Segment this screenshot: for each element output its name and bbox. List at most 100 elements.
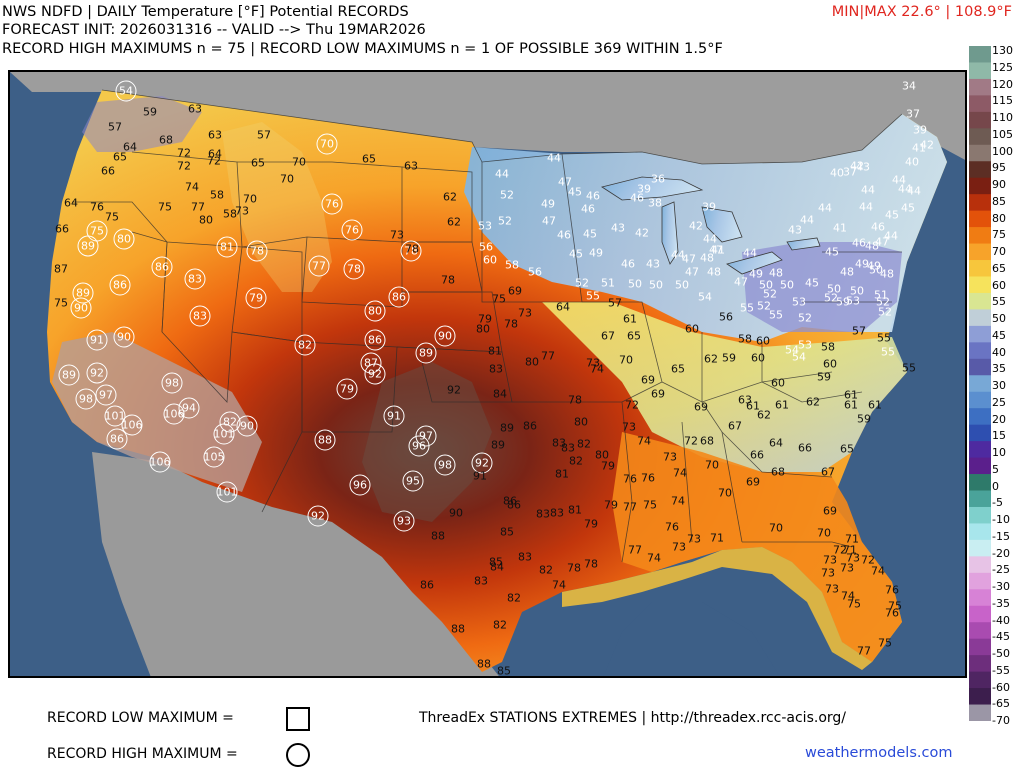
station-value: 39 (913, 124, 927, 137)
record-high-circle (415, 425, 437, 447)
color-scale-label: 10 (992, 446, 1006, 459)
record-high-circle (104, 405, 126, 427)
station-value: 74 (673, 467, 687, 480)
record-high-value: 89 (419, 347, 433, 360)
record-high-circle (58, 364, 80, 386)
station-value: 75 (158, 201, 172, 214)
color-scale-label: -45 (992, 630, 1010, 644)
color-scale-label: -65 (992, 697, 1010, 711)
station-value: 80 (595, 449, 609, 462)
record-high-circle (77, 235, 99, 257)
station-value: 52 (763, 288, 777, 301)
station-value: 74 (185, 181, 199, 194)
station-value: 81 (488, 345, 502, 358)
station-value: 91 (473, 470, 487, 483)
record-high-value: 87 (364, 357, 378, 370)
station-value: 88 (431, 530, 445, 543)
station-value: 63 (208, 129, 222, 142)
color-scale-label: 115 (992, 94, 1013, 108)
color-scale-swatch (969, 638, 991, 656)
record-high-circle (321, 193, 343, 215)
color-scale-label: -40 (992, 613, 1010, 627)
state-boundaries (72, 89, 903, 563)
border-line (512, 371, 833, 403)
station-value: 64 (556, 301, 570, 314)
record-high-value: 92 (475, 457, 489, 470)
min-max-readout: MIN|MAX 22.6° | 108.9°F (831, 4, 1012, 20)
color-scale-label: -35 (992, 596, 1010, 610)
gulf-bay (603, 602, 780, 676)
station-value: 89 (500, 422, 514, 435)
station-value: 75 (105, 211, 119, 224)
station-value: 70 (619, 354, 633, 367)
record-high-circle (364, 363, 386, 385)
station-value: 58 (210, 189, 224, 202)
station-value: 73 (672, 541, 686, 554)
record-high-circle (245, 287, 267, 309)
station-value: 52 (878, 306, 892, 319)
color-scale-label: 70 (992, 245, 1006, 258)
record-high-circle (336, 378, 358, 400)
record-high-circle (113, 228, 135, 250)
station-value: 52 (498, 215, 512, 228)
station-value: 80 (476, 323, 490, 336)
station-value: 85 (500, 526, 514, 539)
station-value: 47 (875, 236, 889, 249)
station-value: 48 (880, 268, 894, 281)
record-high-circle (72, 282, 94, 304)
lake-superior (601, 176, 704, 201)
station-value: 84 (493, 388, 507, 401)
great-lakes (601, 176, 821, 275)
lake-ontario (786, 237, 821, 251)
record-high-value: 101 (217, 486, 238, 499)
station-value: 75 (878, 637, 892, 650)
station-value: 60 (756, 335, 770, 348)
station-value: 50 (675, 279, 689, 292)
station-value: 73 (235, 205, 249, 218)
station-value: 41 (833, 222, 847, 235)
data-source-credit: ThreadEx STATIONS EXTREMES | http://thre… (419, 710, 846, 726)
station-value: 83 (561, 442, 575, 455)
station-value: 45 (885, 209, 899, 222)
station-value: 72 (207, 155, 221, 168)
record-high-value: 78 (347, 263, 361, 276)
station-value: 61 (868, 399, 882, 412)
record-high-value: 96 (353, 479, 367, 492)
color-scale-label: 85 (992, 194, 1006, 208)
station-value: 59 (817, 371, 831, 384)
record-high-circle (236, 415, 258, 437)
station-value: 51 (601, 277, 615, 290)
pacific-northwest-cool (82, 96, 202, 152)
color-scale-label: 95 (992, 161, 1006, 175)
station-value: 47 (682, 253, 696, 266)
station-value: 75 (847, 598, 861, 611)
record-high-circle (316, 133, 338, 155)
color-scale-swatch (969, 391, 991, 409)
color-scale-swatch (969, 457, 991, 475)
record-high-value: 79 (249, 292, 263, 305)
station-value: 46 (621, 258, 635, 271)
record-high-circle (75, 388, 97, 410)
station-value: 52 (824, 292, 838, 305)
station-value: 71 (845, 533, 859, 546)
color-scale-swatch (969, 441, 991, 459)
record-high-circle (307, 505, 329, 527)
record-high-value: 82 (298, 339, 312, 352)
brand-link[interactable]: weathermodels.com (805, 745, 953, 761)
record-high-value: 54 (119, 85, 133, 98)
station-value: 70 (705, 459, 719, 472)
color-scale-swatch (969, 358, 991, 376)
station-value: 42 (689, 220, 703, 233)
record-high-circle (246, 240, 268, 262)
station-value: 45 (805, 277, 819, 290)
record-high-circle (86, 362, 108, 384)
station-value: 88 (451, 623, 465, 636)
station-value: 72 (861, 554, 875, 567)
station-value: 61 (844, 399, 858, 412)
record-high-value: 101 (105, 410, 126, 423)
record-high-value: 89 (76, 287, 90, 300)
color-scale-label: 100 (992, 144, 1013, 158)
station-value: 53 (798, 339, 812, 352)
color-scale-swatch (969, 78, 991, 96)
station-value: 76 (623, 473, 637, 486)
